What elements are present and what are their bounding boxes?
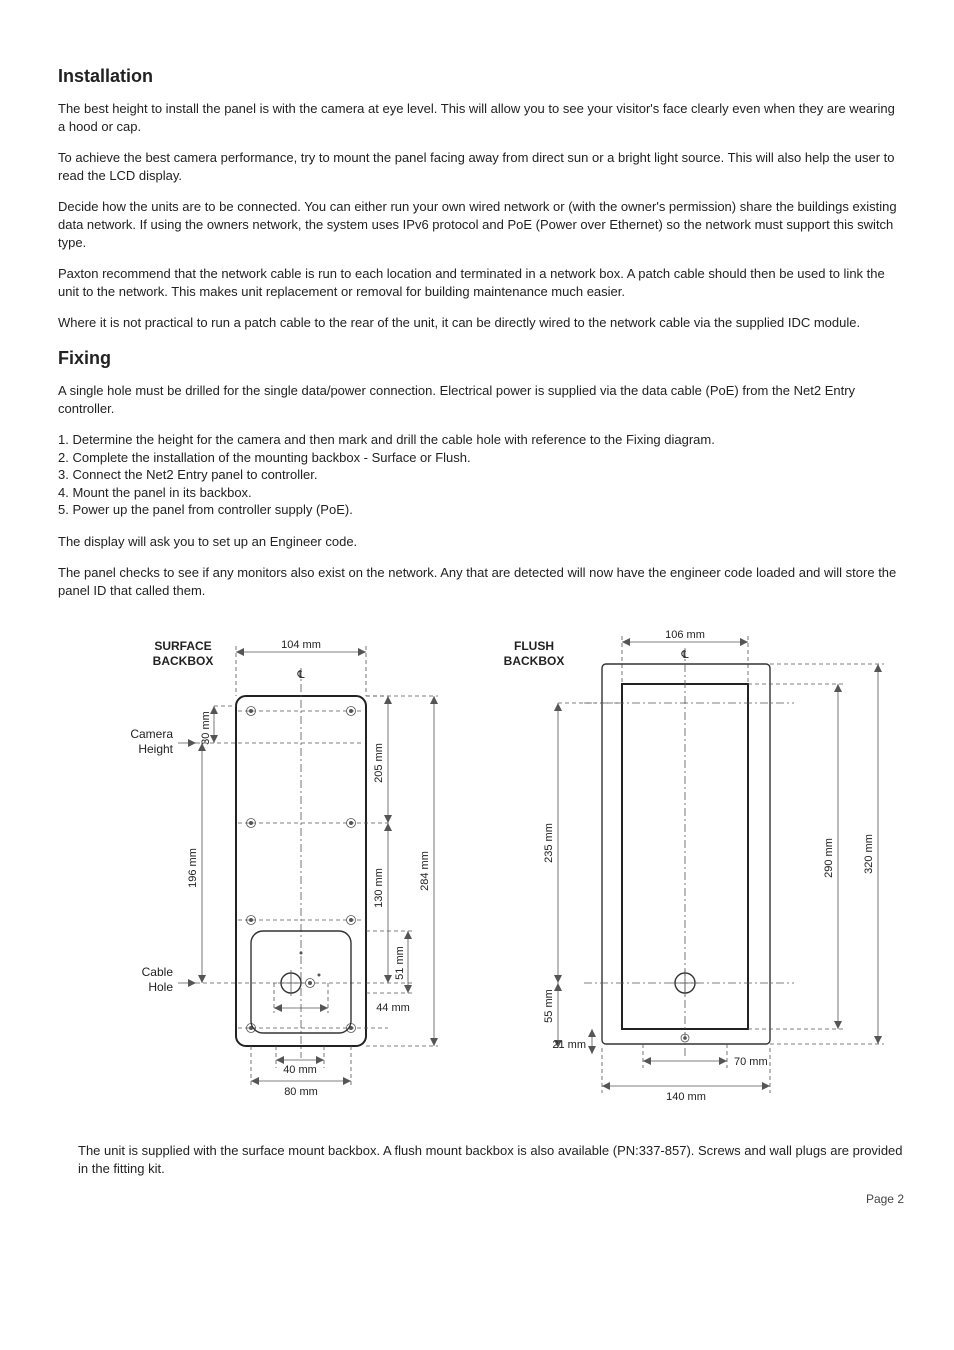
dim-55mm: 55 mm xyxy=(543,989,555,1023)
installation-p3: Decide how the units are to be connected… xyxy=(58,198,904,251)
camera-label-2: Height xyxy=(138,742,173,756)
heading-installation: Installation xyxy=(58,64,904,88)
flush-title-2: BACKBOX xyxy=(504,654,565,668)
centerline-symbol-surface: ℄ xyxy=(296,669,304,681)
dim-290mm: 290 mm xyxy=(823,838,835,878)
surface-backbox-diagram: SURFACE BACKBOX Camera Height Cable Hole… xyxy=(78,628,458,1113)
flush-cable-hole-icon xyxy=(672,970,698,996)
fixing-step-5: 5. Power up the panel from controller su… xyxy=(58,501,904,519)
installation-p4: Paxton recommend that the network cable … xyxy=(58,265,904,300)
installation-p5: Where it is not practical to run a patch… xyxy=(58,314,904,332)
centerline-symbol-flush: ℄ xyxy=(680,649,688,661)
dim-70mm: 70 mm xyxy=(734,1056,768,1068)
dim-21mm: 21 mm xyxy=(552,1039,586,1051)
cable-hole-icon xyxy=(278,970,304,996)
dim-320mm: 320 mm xyxy=(863,834,875,874)
installation-p2: To achieve the best camera performance, … xyxy=(58,149,904,184)
dim-44mm: 44 mm xyxy=(376,1002,410,1014)
dim-104mm: 104 mm xyxy=(281,639,321,651)
cable-label-2: Hole xyxy=(148,980,173,994)
dim-51mm: 51 mm xyxy=(394,946,406,980)
dim-235mm: 235 mm xyxy=(543,823,555,863)
fixing-p6: The display will ask you to set up an En… xyxy=(58,533,904,551)
dim-40mm: 40 mm xyxy=(283,1064,317,1076)
fixing-diagrams: SURFACE BACKBOX Camera Height Cable Hole… xyxy=(58,628,904,1113)
fixing-steps: 1. Determine the height for the camera a… xyxy=(58,431,904,519)
camera-label-1: Camera xyxy=(130,727,173,741)
heading-fixing: Fixing xyxy=(58,346,904,370)
dim-205mm: 205 mm xyxy=(373,743,385,783)
dim-80mm: 80 mm xyxy=(284,1086,318,1098)
fixing-step-2: 2. Complete the installation of the moun… xyxy=(58,449,904,467)
dim-106mm: 106 mm xyxy=(665,629,705,641)
surface-title-1: SURFACE xyxy=(154,639,211,653)
dim-284mm: 284 mm xyxy=(419,851,431,891)
fixing-step-4: 4. Mount the panel in its backbox. xyxy=(58,484,904,502)
dim-130mm: 130 mm xyxy=(373,868,385,908)
dim-30mm: 30 mm xyxy=(200,711,212,745)
flush-title-1: FLUSH xyxy=(514,639,554,653)
installation-p1: The best height to install the panel is … xyxy=(58,100,904,135)
dim-140mm: 140 mm xyxy=(666,1091,706,1103)
dim-196mm: 196 mm xyxy=(187,848,199,888)
flush-backbox-diagram: FLUSH BACKBOX 106 mm ℄ xyxy=(474,628,894,1113)
fixing-intro: A single hole must be drilled for the si… xyxy=(58,382,904,417)
fixing-p7: The panel checks to see if any monitors … xyxy=(58,564,904,599)
footnote: The unit is supplied with the surface mo… xyxy=(58,1142,904,1177)
surface-title-2: BACKBOX xyxy=(153,654,214,668)
fixing-step-3: 3. Connect the Net2 Entry panel to contr… xyxy=(58,466,904,484)
page-number: Page 2 xyxy=(58,1191,904,1207)
cable-label-1: Cable xyxy=(142,965,174,979)
fixing-step-1: 1. Determine the height for the camera a… xyxy=(58,431,904,449)
